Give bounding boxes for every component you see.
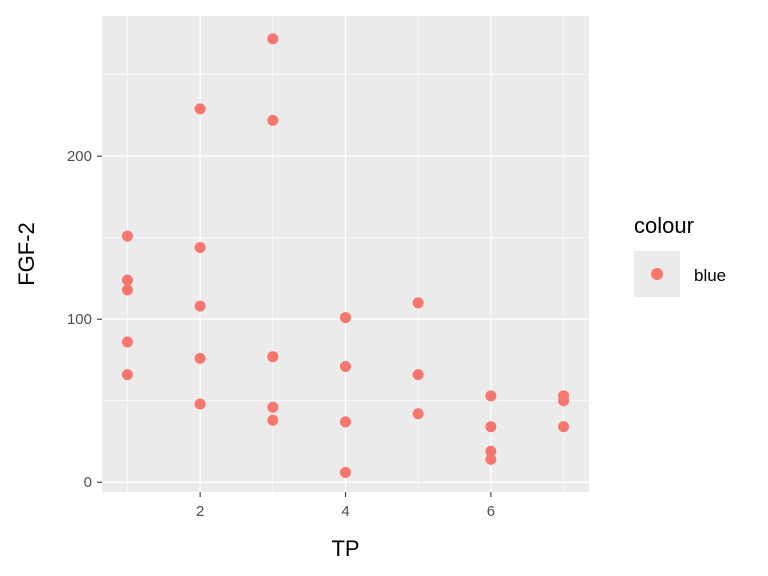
data-point (194, 103, 206, 115)
data-point (194, 300, 206, 312)
data-point (412, 369, 424, 381)
data-point (340, 312, 351, 324)
data-point (340, 360, 351, 372)
y-axis-title: FGF-2 (14, 222, 39, 286)
data-point (412, 297, 424, 309)
x-axis-title: TP (331, 536, 359, 561)
data-point (194, 241, 206, 253)
data-point (267, 351, 279, 363)
data-point (485, 421, 497, 433)
major-gridlines (102, 16, 589, 492)
y-tick-label: 100 (67, 311, 92, 328)
legend-label: blue (694, 266, 726, 285)
data-point (558, 395, 570, 407)
x-tick-label: 4 (341, 503, 349, 520)
y-tick-label: 0 (84, 474, 92, 491)
y-axis: 0 100 200 (67, 148, 102, 491)
data-point (194, 398, 206, 410)
data-point (412, 408, 424, 420)
y-tick-label: 200 (67, 148, 92, 165)
data-point (121, 274, 133, 286)
x-tick-label: 6 (487, 503, 495, 520)
data-point (121, 369, 133, 381)
data-point (267, 33, 279, 45)
data-point (267, 414, 279, 426)
x-tick-label: 2 (196, 503, 204, 520)
data-point (267, 114, 279, 126)
data-point (194, 352, 206, 364)
data-point (340, 416, 351, 428)
data-point (485, 445, 497, 457)
data-point (121, 336, 133, 348)
data-point (121, 284, 133, 296)
data-point (485, 453, 497, 465)
data-point (121, 230, 133, 242)
legend-title: colour (634, 213, 694, 238)
data-point (558, 421, 570, 433)
data-point (340, 466, 351, 478)
legend-key-point (651, 268, 663, 280)
data-point (267, 401, 279, 413)
x-axis: 2 4 6 (196, 492, 495, 520)
data-points (121, 33, 570, 478)
data-point (485, 390, 497, 402)
legend: colour blue (634, 213, 726, 297)
